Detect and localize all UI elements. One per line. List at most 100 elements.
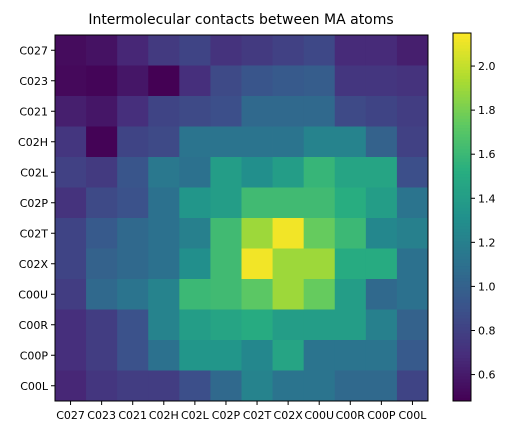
colorbar-segment bbox=[453, 201, 471, 206]
colorbar-segment bbox=[453, 198, 471, 203]
heatmap-cell bbox=[179, 279, 211, 310]
heatmap-cell bbox=[117, 96, 149, 127]
heatmap-cell bbox=[210, 65, 242, 97]
y-tick-label: C00R bbox=[19, 319, 49, 332]
heatmap-cell bbox=[148, 157, 180, 188]
colorbar-segment bbox=[453, 97, 471, 101]
heatmap-cell bbox=[303, 187, 336, 219]
heatmap-cell bbox=[86, 370, 118, 402]
heatmap-cell bbox=[303, 218, 336, 249]
colorbar-segment bbox=[453, 112, 471, 117]
colorbar-segment bbox=[453, 391, 471, 396]
colorbar-segment bbox=[453, 263, 471, 267]
colorbar: 0.6 0.8 1.0 1.2 1.4 1.6 1.8 2.0 bbox=[452, 32, 496, 402]
colorbar-segment bbox=[453, 373, 471, 377]
heatmap-cell bbox=[179, 65, 211, 97]
heatmap-cell bbox=[55, 65, 87, 97]
colorbar-segment bbox=[453, 247, 471, 252]
heatmap-cell bbox=[55, 279, 87, 310]
chart-title: Intermolecular contacts between MA atoms bbox=[88, 12, 393, 28]
heatmap-cell bbox=[55, 340, 87, 371]
colorbar-segment bbox=[453, 312, 471, 316]
heatmap-cell bbox=[179, 35, 211, 66]
heatmap-cell bbox=[86, 157, 118, 188]
colorbar-segment bbox=[453, 174, 471, 178]
heatmap-cell bbox=[86, 218, 118, 249]
colorbar-segment bbox=[453, 388, 471, 393]
heatmap-cell bbox=[179, 157, 211, 188]
x-tick-label: C00P bbox=[367, 409, 396, 422]
heatmap-cell bbox=[272, 65, 305, 97]
colorbar-segment bbox=[453, 128, 471, 132]
colorbar-segment bbox=[453, 131, 471, 135]
heatmap-cell bbox=[365, 157, 398, 188]
heatmap-cell bbox=[365, 218, 398, 249]
heatmap-cell bbox=[334, 157, 367, 188]
colorbar-segment bbox=[453, 278, 471, 282]
heatmap-cell bbox=[365, 96, 398, 127]
colorbar-segment bbox=[453, 88, 471, 92]
y-tick-label: C021 bbox=[19, 105, 48, 118]
heatmap-cell bbox=[334, 126, 367, 158]
colorbar-segment bbox=[453, 321, 471, 325]
heatmap-cell bbox=[55, 218, 87, 249]
y-tick-label: C023 bbox=[19, 75, 48, 88]
heatmap-cell bbox=[117, 157, 149, 188]
x-tick-label: C00R bbox=[336, 409, 366, 422]
colorbar-tick-label: 0.6 bbox=[478, 369, 496, 382]
colorbar-segment bbox=[453, 345, 471, 350]
heatmap-cell bbox=[210, 187, 242, 219]
colorbar-segment bbox=[453, 330, 471, 335]
heatmap-cell bbox=[117, 309, 149, 341]
heatmap-cell bbox=[148, 218, 180, 249]
heatmap-cell bbox=[86, 309, 118, 341]
heatmap-cell bbox=[241, 157, 273, 188]
colorbar-tick-label: 1.4 bbox=[478, 192, 496, 205]
heatmap-cell bbox=[55, 248, 87, 280]
colorbar-segment bbox=[453, 94, 471, 98]
heatmap-cell bbox=[117, 126, 149, 158]
colorbar-segment bbox=[453, 177, 471, 181]
y-axis: C027 C023 C021 C02H C02L C02P C02T C02X C00U C00R… bbox=[18, 44, 55, 393]
heatmap-cell bbox=[334, 96, 367, 127]
heatmap-cell bbox=[55, 126, 87, 158]
colorbar-segment bbox=[453, 118, 471, 123]
heatmap-cell bbox=[334, 248, 367, 280]
heatmap-cell bbox=[55, 309, 87, 341]
colorbar-segment bbox=[453, 125, 471, 129]
heatmap-cell bbox=[334, 218, 367, 249]
colorbar-segment bbox=[453, 60, 471, 65]
heatmap-cell bbox=[148, 96, 180, 127]
heatmap-cell bbox=[365, 187, 398, 219]
heatmap-cell bbox=[86, 65, 118, 97]
heatmap-cell bbox=[241, 309, 273, 341]
heatmap-cell bbox=[55, 35, 87, 66]
heatmap-cell bbox=[179, 309, 211, 341]
heatmap-cell bbox=[334, 309, 367, 341]
heatmap-cell bbox=[241, 65, 273, 97]
colorbar-tick-label: 0.8 bbox=[478, 324, 496, 337]
colorbar-segment bbox=[453, 259, 471, 264]
heatmap-cell bbox=[303, 340, 336, 371]
colorbar-segment bbox=[453, 272, 471, 276]
colorbar-segment bbox=[453, 226, 471, 230]
heatmap-cell bbox=[86, 279, 118, 310]
colorbar-segment bbox=[453, 186, 471, 190]
heatmap-cell bbox=[396, 96, 429, 127]
heatmap-cell bbox=[179, 370, 211, 402]
colorbar-segment bbox=[453, 204, 471, 209]
y-tick-label: C00P bbox=[20, 349, 49, 362]
y-tick-label: C02T bbox=[20, 227, 49, 240]
colorbar-segment bbox=[453, 192, 471, 197]
colorbar-segment bbox=[453, 103, 471, 108]
colorbar-segment bbox=[453, 54, 471, 59]
heatmap-cell bbox=[210, 309, 242, 341]
colorbar-segment bbox=[453, 143, 471, 147]
heatmap-cell bbox=[241, 218, 273, 249]
heatmap-cell bbox=[179, 340, 211, 371]
heatmap-cell bbox=[365, 370, 398, 402]
y-tick-label: C02H bbox=[18, 136, 48, 149]
colorbar-segment bbox=[453, 397, 471, 402]
colorbar-segment bbox=[453, 164, 471, 169]
x-tick-label: C02L bbox=[181, 409, 210, 422]
